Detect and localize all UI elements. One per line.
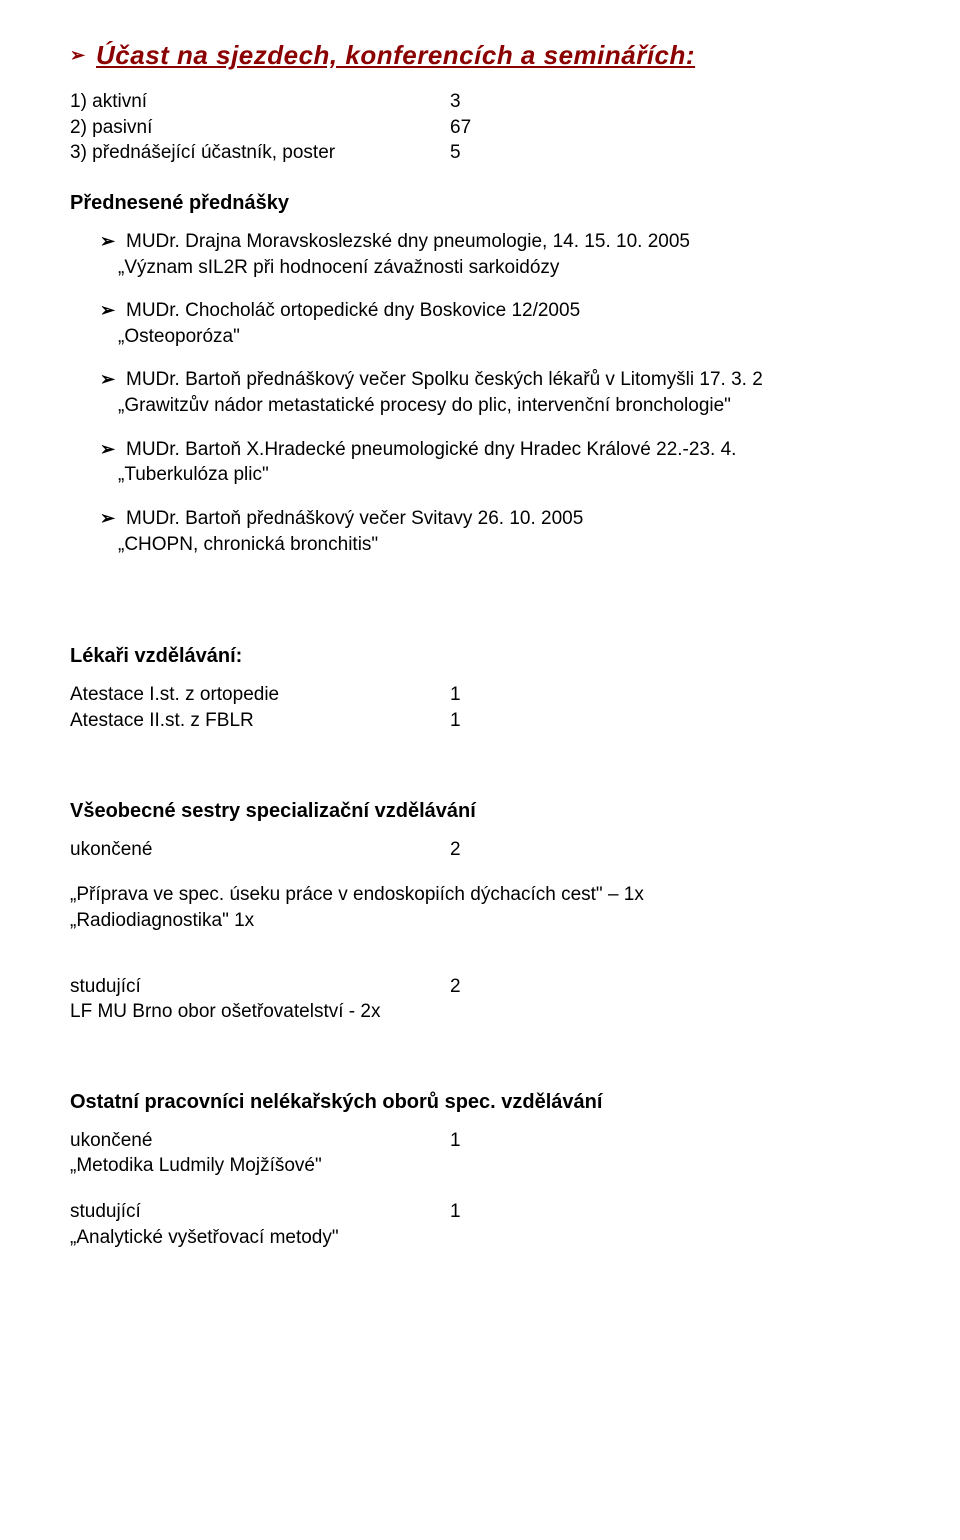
- other-completed: ukončené 1: [70, 1128, 890, 1154]
- arrow-right-icon: ➢: [100, 506, 118, 530]
- arrow-right-icon: ➢: [100, 367, 118, 391]
- row-value: 1: [450, 1199, 461, 1225]
- main-heading: Účast na sjezdech, konferencích a seminá…: [96, 40, 695, 71]
- lecture-text: MUDr. Drajna Moravskoslezské dny pneumol…: [126, 229, 890, 255]
- other-studying-row: studující 1: [70, 1199, 890, 1225]
- doctors-edu-row-1: Atestace I.st. z ortopedie 1: [70, 682, 890, 708]
- row-label: studující: [70, 974, 450, 1000]
- participation-row-2: 2) pasivní 67: [70, 115, 890, 141]
- row-value: 2: [450, 837, 461, 863]
- participation-value: 5: [450, 140, 461, 166]
- doctors-edu-rows: Atestace I.st. z ortopedie 1 Atestace II…: [70, 682, 890, 733]
- lecture-item-5: ➢ MUDr. Bartoň přednáškový večer Svitavy…: [70, 506, 890, 557]
- row-value: 1: [450, 1128, 461, 1154]
- lecture-item-4: ➢ MUDr. Bartoň X.Hradecké pneumologické …: [70, 437, 890, 488]
- arrow-right-icon: ➢: [100, 298, 118, 322]
- other-completed-row: ukončené 1: [70, 1128, 890, 1154]
- nurses-completed-row: ukončené 2: [70, 837, 890, 863]
- other-studying: studující 1: [70, 1199, 890, 1225]
- nurses-studying: studující 2: [70, 974, 890, 1000]
- nurses-studying-item-1: LF MU Brno obor ošetřovatelství - 2x: [70, 999, 890, 1025]
- participation-label: 2) pasivní: [70, 115, 450, 141]
- row-label: Atestace II.st. z FBLR: [70, 708, 450, 734]
- nurses-edu-heading: Všeobecné sestry specializační vzděláván…: [70, 800, 890, 823]
- lecture-text: MUDr. Chocholáč ortopedické dny Boskovic…: [126, 298, 890, 324]
- arrow-right-icon: ➢: [100, 229, 118, 253]
- doctors-edu-heading: Lékaři vzdělávání:: [70, 645, 890, 668]
- participation-list: 1) aktivní 3 2) pasivní 67 3) přednášejí…: [70, 89, 890, 166]
- other-completed-item-1: „Metodika Ludmily Mojžíšové": [70, 1153, 890, 1179]
- other-staff-heading: Ostatní pracovníci nelékařských oborů sp…: [70, 1091, 890, 1114]
- nurses-completed-item-1: „Příprava ve spec. úseku práce v endosko…: [70, 882, 890, 908]
- lectures-list: ➢ MUDr. Drajna Moravskoslezské dny pneum…: [70, 229, 890, 557]
- arrow-right-icon: ➢: [100, 437, 118, 461]
- participation-value: 67: [450, 115, 471, 141]
- lecture-item-1: ➢ MUDr. Drajna Moravskoslezské dny pneum…: [70, 229, 890, 280]
- nurses-studying-row: studující 2: [70, 974, 890, 1000]
- lecture-text-cont: „Grawitzův nádor metastatické procesy do…: [118, 393, 890, 419]
- lecture-item-3: ➢ MUDr. Bartoň přednáškový večer Spolku …: [70, 367, 890, 418]
- lecture-text: MUDr. Bartoň X.Hradecké pneumologické dn…: [126, 437, 890, 463]
- arrow-right-icon: ➢: [70, 45, 88, 66]
- nurses-edu-completed: ukončené 2: [70, 837, 890, 863]
- participation-row-1: 1) aktivní 3: [70, 89, 890, 115]
- lecture-text: MUDr. Bartoň přednáškový večer Svitavy 2…: [126, 506, 890, 532]
- row-value: 1: [450, 708, 461, 734]
- row-label: studující: [70, 1199, 450, 1225]
- lectures-heading: Přednesené přednášky: [70, 192, 890, 215]
- row-value: 1: [450, 682, 461, 708]
- lecture-text-cont: „CHOPN, chronická bronchitis": [118, 532, 890, 558]
- lecture-item-2: ➢ MUDr. Chocholáč ortopedické dny Boskov…: [70, 298, 890, 349]
- row-value: 2: [450, 974, 461, 1000]
- participation-row-3: 3) přednášející účastník, poster 5: [70, 140, 890, 166]
- row-label: ukončené: [70, 837, 450, 863]
- main-heading-row: ➢ Účast na sjezdech, konferencích a semi…: [70, 40, 890, 71]
- document-page: ➢ Účast na sjezdech, konferencích a semi…: [0, 0, 960, 1300]
- lecture-text-cont: „Význam sIL2R při hodnocení závažnosti s…: [118, 255, 890, 281]
- other-studying-item-1: „Analytické vyšetřovací metody": [70, 1225, 890, 1251]
- lecture-text: MUDr. Bartoň přednáškový večer Spolku če…: [126, 367, 890, 393]
- doctors-edu-row-2: Atestace II.st. z FBLR 1: [70, 708, 890, 734]
- participation-label: 3) přednášející účastník, poster: [70, 140, 450, 166]
- lecture-text-cont: „Osteoporóza": [118, 324, 890, 350]
- lecture-text-cont: „Tuberkulóza plic": [118, 462, 890, 488]
- nurses-completed-item-2: „Radiodiagnostika" 1x: [70, 908, 890, 934]
- row-label: ukončené: [70, 1128, 450, 1154]
- participation-label: 1) aktivní: [70, 89, 450, 115]
- participation-value: 3: [450, 89, 461, 115]
- row-label: Atestace I.st. z ortopedie: [70, 682, 450, 708]
